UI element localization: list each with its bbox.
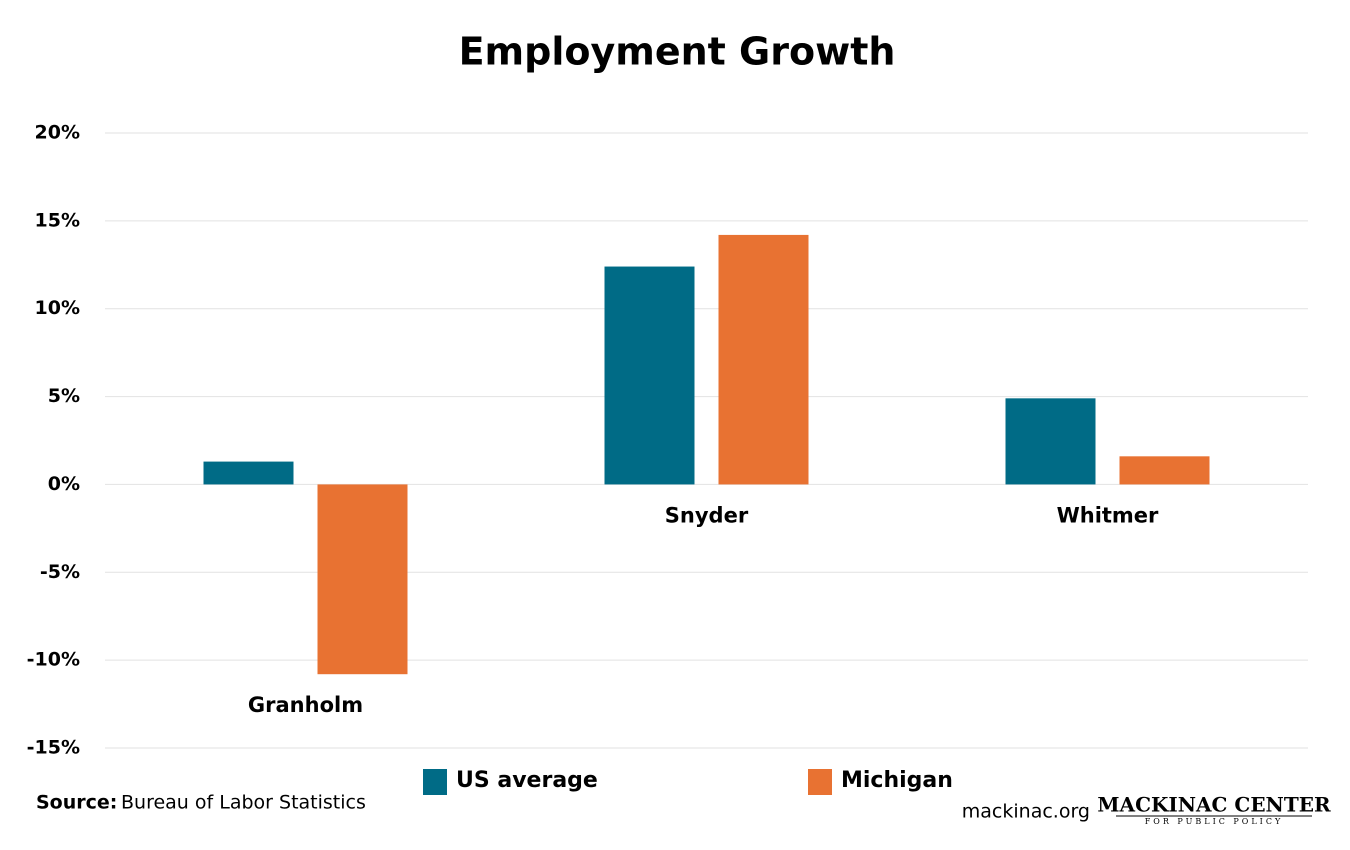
bar	[1119, 456, 1210, 485]
legend-swatch	[423, 769, 447, 795]
x-tick-label: Whitmer	[1057, 503, 1159, 527]
bar	[718, 234, 809, 485]
legend-label: Michigan	[841, 768, 953, 793]
x-tick-label: Granholm	[248, 693, 363, 717]
y-tick-label: 20%	[35, 122, 80, 144]
source: Bureau of Labor Statistics	[121, 792, 366, 814]
chart-title: Employment Growth	[459, 30, 896, 74]
logo: MACKINAC CENTER	[1097, 793, 1331, 817]
y-tick-label: -5%	[40, 561, 80, 583]
y-tick-label: 15%	[35, 209, 80, 231]
legend-label: US average	[456, 768, 598, 793]
source-label: Source:	[36, 792, 117, 814]
y-tick-label: 0%	[48, 473, 80, 495]
bar	[317, 484, 408, 675]
y-tick-label: -10%	[27, 649, 80, 671]
website: mackinac.org	[962, 801, 1090, 823]
x-tick-label: Snyder	[665, 503, 749, 527]
logo-subtitle: FOR PUBLIC POLICY	[1145, 817, 1284, 826]
y-tick-label: 5%	[48, 385, 80, 407]
bar	[604, 266, 695, 485]
bar	[203, 461, 294, 485]
y-tick-label: 10%	[35, 297, 80, 319]
bar	[1005, 398, 1096, 485]
y-tick-label: -15%	[27, 737, 80, 759]
legend-swatch	[808, 769, 832, 795]
